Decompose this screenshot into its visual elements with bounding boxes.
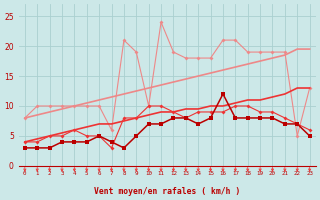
X-axis label: Vent moyen/en rafales ( km/h ): Vent moyen/en rafales ( km/h )	[94, 187, 240, 196]
